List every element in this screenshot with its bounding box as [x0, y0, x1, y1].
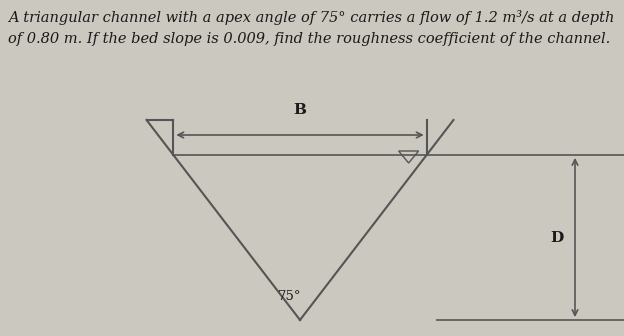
Text: D: D — [550, 230, 563, 245]
Text: B: B — [293, 103, 306, 117]
Text: A triangular channel with a apex angle of 75° carries a flow of 1.2 m³/s at a de: A triangular channel with a apex angle o… — [8, 10, 615, 25]
Text: 75°: 75° — [278, 290, 302, 303]
Text: of 0.80 m. If the bed slope is 0.009, find the roughness coefficient of the chan: of 0.80 m. If the bed slope is 0.009, fi… — [8, 32, 610, 46]
